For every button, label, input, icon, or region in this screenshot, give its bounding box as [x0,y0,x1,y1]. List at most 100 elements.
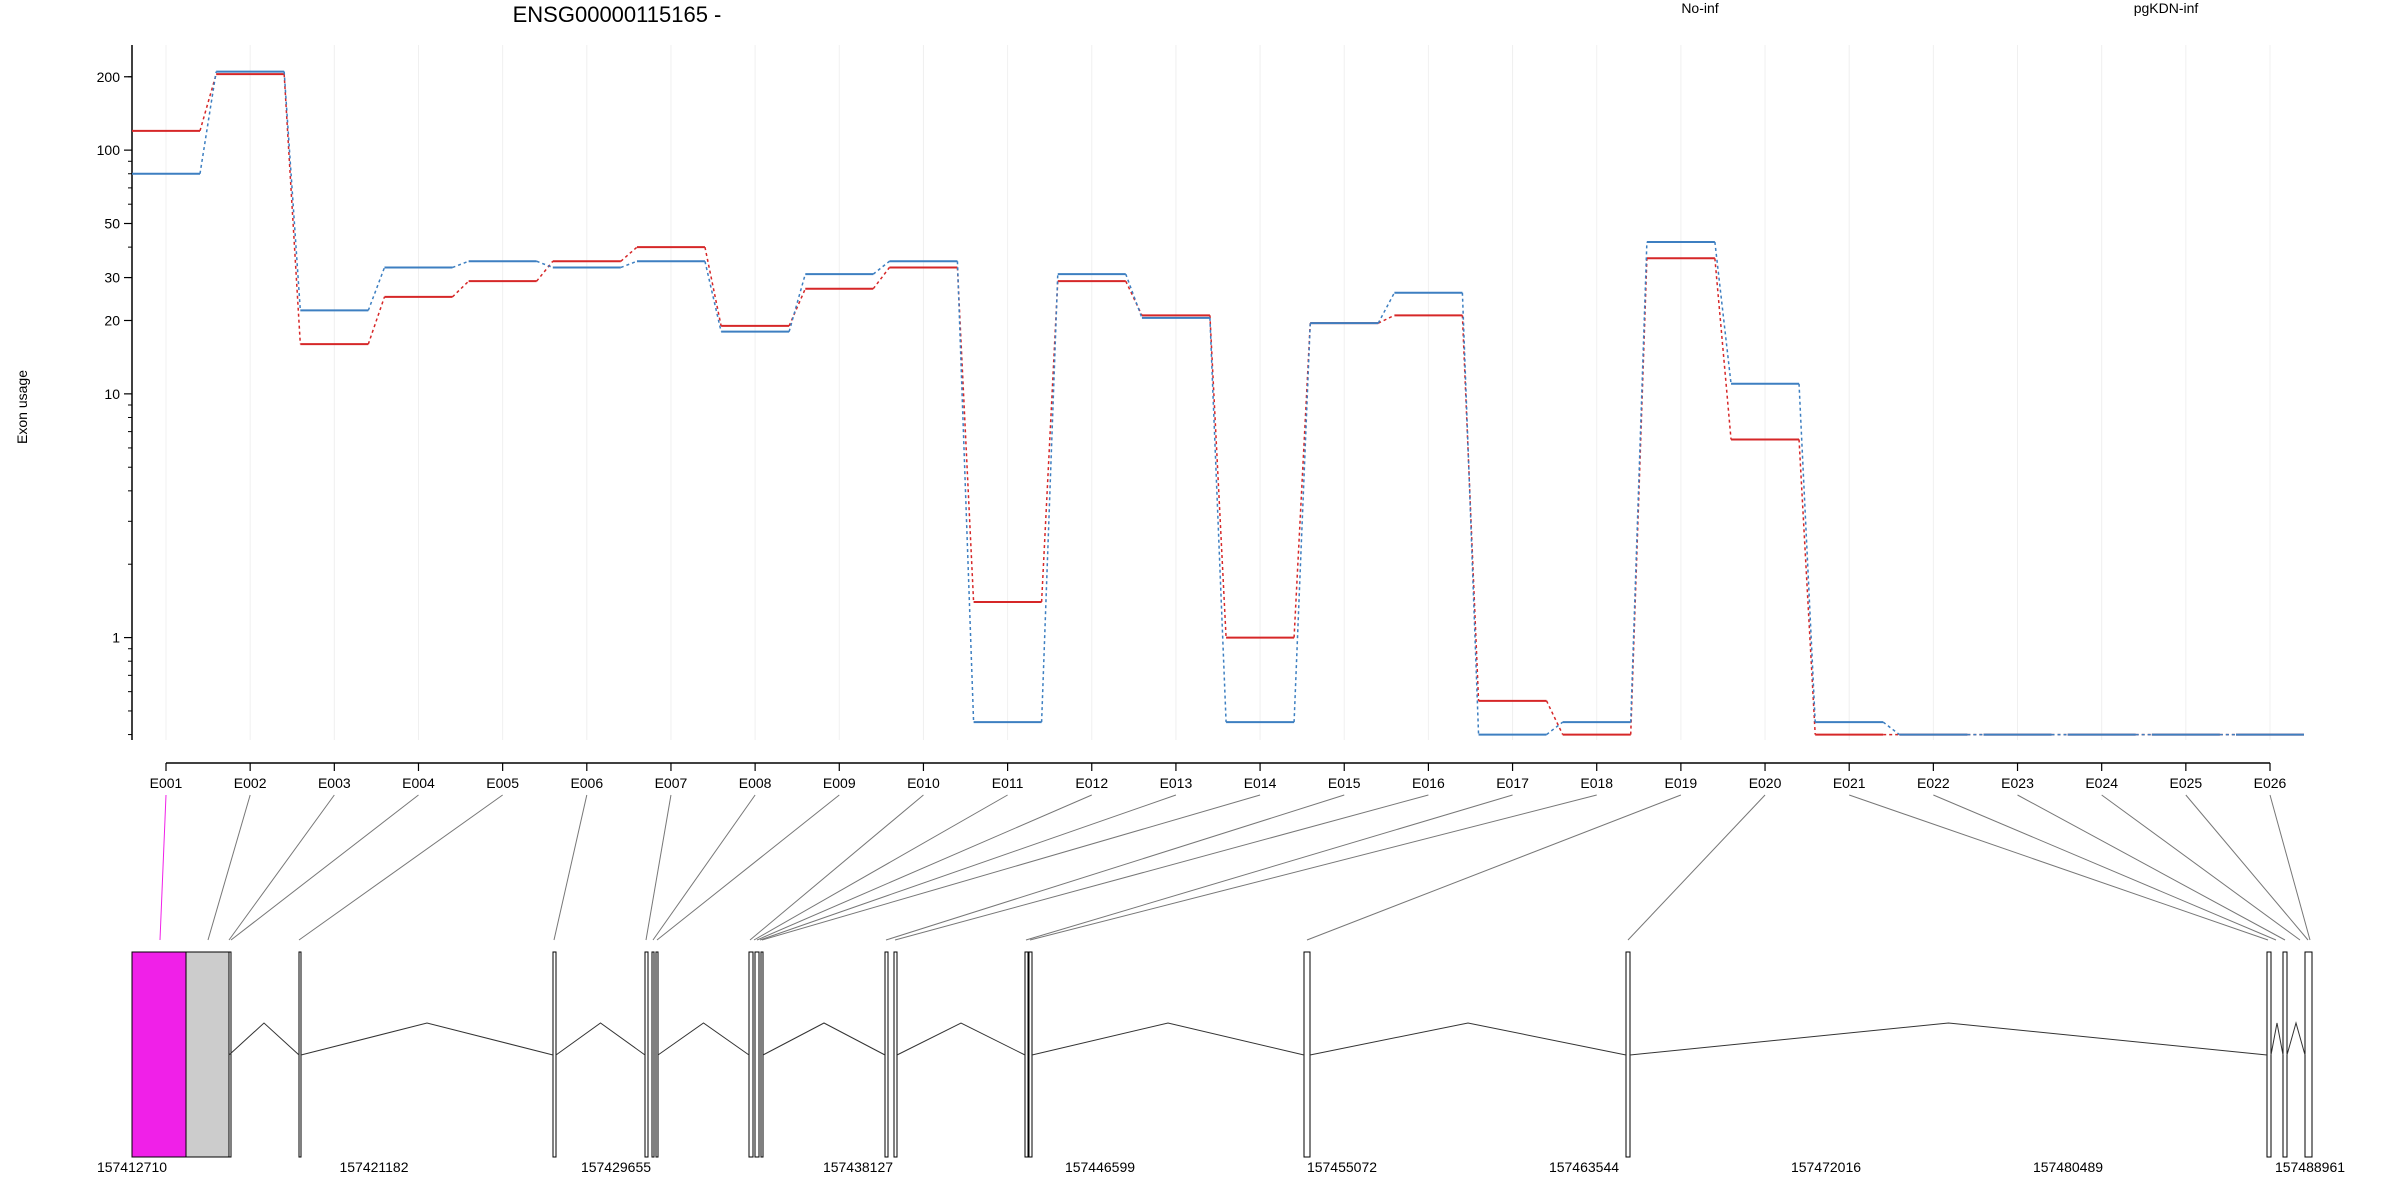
connector-e022 [1933,794,2277,941]
exon-label-e004: E004 [402,775,435,791]
coordinate-label: 157463544 [1549,1159,1619,1175]
connector-e009 [656,794,840,941]
exon-block [552,951,557,1158]
exon-label-e009: E009 [823,775,856,791]
exon-block [131,951,187,1158]
series-no-inf-connector [451,280,470,298]
exon-label-e007: E007 [655,775,688,791]
exon-block [893,951,898,1158]
y-tick-label-50: 50 [104,216,120,232]
series-no-inf-connector [620,246,638,262]
exon-label-e010: E010 [907,775,940,791]
series-pgkdn-inf-connector [452,260,469,269]
coordinate-label: 157446599 [1065,1159,1135,1175]
exon-block [1028,951,1033,1158]
exon-label-e001: E001 [150,775,183,791]
intron-line [2270,1022,2284,1056]
y-tick-label-30: 30 [104,270,120,286]
exon-label-e016: E016 [1412,775,1445,791]
y-axis-label: Exon usage [14,370,30,444]
exon-block [644,951,649,1158]
series-pgkdn-inf-connector [367,267,386,311]
connector-e015 [885,794,1345,941]
series-no-inf-connector [788,288,806,327]
coordinate-label: 157488961 [2275,1159,2345,1175]
series-no-inf-connector [1040,281,1059,603]
y-tick-label-1: 1 [112,630,120,646]
series-lines [132,70,2304,736]
series-pgkdn-inf-connector [956,261,975,723]
connector-e007 [645,794,672,941]
exon-block [2304,951,2313,1158]
y-tick-label-100: 100 [97,142,121,158]
coordinate-label: 157421182 [339,1159,408,1175]
series-no-inf-connector [536,260,554,282]
exon-connectors [159,794,2311,941]
intron-line [762,1022,886,1056]
series-no-inf-connector [1714,258,1732,440]
coordinate-label: 157438127 [823,1159,893,1175]
genomic-coordinates: 157412710 157421182 157429655 157438127 1574… [97,1159,2345,1175]
connector-e005 [298,794,503,941]
exon-label-e003: E003 [318,775,351,791]
exon-block [651,951,655,1158]
series-pgkdn-inf-connector [1125,273,1143,319]
exon-label-e023: E023 [2001,775,2034,791]
intron-line [1031,1022,1305,1056]
exon-label-e026: E026 [2254,775,2287,791]
exon-label-e020: E020 [1749,775,1782,791]
connector-e010 [749,794,924,941]
exon-label-e011: E011 [992,775,1024,791]
connector-e026 [2269,794,2311,941]
connector-e014 [761,794,1261,941]
series-no-inf-connector [872,267,891,290]
intron-line [228,1022,300,1056]
connector-e011 [753,794,1008,941]
series-no-inf-connector [1545,700,1564,735]
connector-e001 [159,794,167,941]
series-pgkdn-inf-connector [620,260,638,269]
exon-label-e006: E006 [570,775,603,791]
connector-e003 [228,794,335,941]
series-no-inf-connector [1377,314,1395,324]
exon-label-e021: E021 [1833,775,1866,791]
series-pgkdn-inf-connector [872,260,890,275]
connector-e006 [553,794,588,941]
series-no-inf-connector [1798,439,1816,735]
series-no-inf-connector [199,73,217,132]
series-pgkdn-inf-connector [788,273,807,332]
connector-e018 [1029,794,1597,941]
connector-e020 [1627,794,1766,941]
coordinate-label: 157480489 [2033,1159,2103,1175]
connector-e012 [756,794,1092,941]
series-no-inf-connector [704,246,722,327]
series-pgkdn-inf-connector [283,71,302,311]
exon-block [2282,951,2288,1158]
connector-e002 [207,794,251,941]
coordinate-label: 157455072 [1307,1159,1377,1175]
exon-block [185,951,230,1158]
intron-line [555,1022,646,1056]
exon-label-e013: E013 [1160,775,1193,791]
exon-block [884,951,889,1158]
series-pgkdn-inf-connector [1209,317,1227,723]
exon-block [298,951,302,1158]
coordinate-label: 157429655 [581,1159,651,1175]
legend-entry-no-inf: No-inf [1681,0,1718,16]
intron-line [1629,1022,2268,1056]
series-pgkdn-inf-connector [199,71,217,174]
series-no-inf-connector [1461,315,1480,701]
coordinate-label: 157472016 [1791,1159,1861,1175]
exon-block [655,951,659,1158]
series-no-inf-connector [367,296,386,345]
exon-block [754,951,760,1158]
legend-entry-pgkdn-inf: pgKDN-inf [2134,0,2199,16]
exon-label-e012: E012 [1075,775,1108,791]
intron-line [300,1022,554,1056]
series-pgkdn-inf-connector [704,261,722,332]
series-pgkdn-inf-connector [1293,323,1311,723]
exon-label-e019: E019 [1665,775,1698,791]
exon-block [2266,951,2272,1158]
exon-label-e024: E024 [2085,775,2118,791]
